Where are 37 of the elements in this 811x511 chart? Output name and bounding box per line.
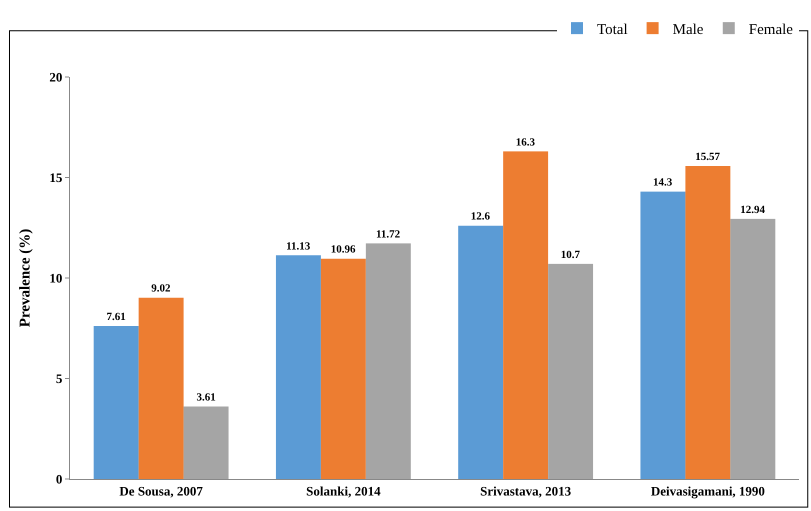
bar	[138, 298, 184, 479]
bar	[276, 255, 321, 479]
data-label: 9.02	[151, 282, 171, 295]
bar	[640, 192, 686, 479]
y-tick-label: 20	[49, 70, 62, 85]
bar	[94, 326, 139, 479]
bar	[184, 406, 229, 479]
data-label: 12.6	[470, 210, 491, 223]
x-tick-label: Solanki, 2014	[306, 484, 382, 499]
x-tick-label: De Sousa, 2007	[119, 484, 204, 499]
data-label: 10.7	[560, 248, 580, 261]
y-tick-label: 0	[56, 472, 62, 487]
bar	[320, 258, 366, 479]
bar	[685, 166, 730, 479]
bar	[503, 151, 548, 479]
y-tick-label: 10	[49, 270, 62, 286]
bar	[548, 264, 594, 479]
y-tick-label: 5	[56, 371, 63, 386]
data-label: 10.96	[330, 244, 356, 256]
legend-label: Female	[748, 22, 794, 38]
legend-label: Total	[597, 22, 628, 38]
legend-label: Male	[672, 22, 704, 38]
data-label: 14.3	[653, 176, 673, 189]
y-axis-title: Prevalence (%)	[18, 228, 34, 328]
data-label: 12.94	[740, 204, 766, 216]
data-label: 11.13	[286, 240, 311, 252]
data-label: 15.57	[695, 151, 720, 164]
data-label: 11.72	[376, 228, 401, 240]
y-tick-label: 15	[49, 170, 63, 186]
bar	[366, 243, 411, 479]
bar	[730, 218, 776, 479]
data-label: 16.3	[516, 136, 536, 148]
x-tick-label: Deivasigamani, 1990	[650, 484, 765, 499]
data-label: 7.61	[106, 311, 126, 324]
data-label: 3.61	[196, 391, 216, 404]
bar	[458, 226, 504, 479]
x-tick-label: Srivastava, 2013	[480, 484, 572, 499]
